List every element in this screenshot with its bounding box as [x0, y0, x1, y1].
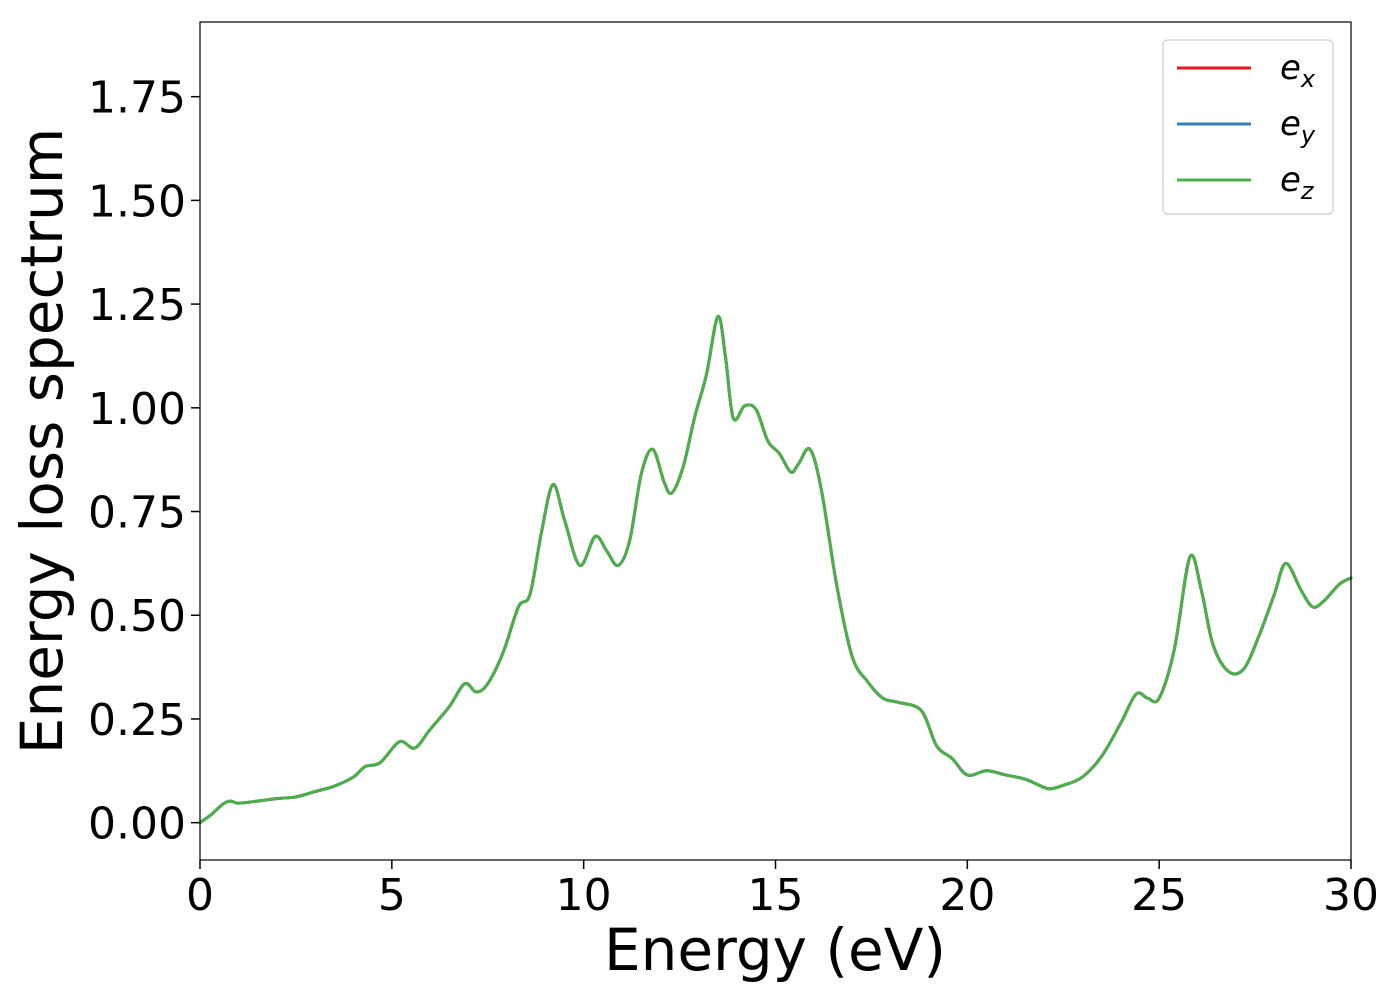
x-tick-label: 15: [748, 870, 804, 921]
y-tick-label: 1.50: [88, 176, 186, 227]
x-tick-label: 0: [186, 870, 214, 921]
ticks-layer: 0 5 10 15 20 25 30 0.00 0.25 0.50 0.75 1.00 1.25 1.50…: [88, 73, 1379, 921]
x-axis-label: Energy (eV): [604, 916, 946, 984]
y-tick-label: 0.00: [88, 799, 186, 850]
y-tick-label: 0.25: [88, 695, 186, 746]
y-axis-label: Energy loss spectrum: [8, 128, 76, 754]
series-layer: [198, 315, 1353, 825]
x-tick-label: 5: [378, 870, 406, 921]
x-tick-label: 25: [1131, 870, 1187, 921]
y-tick-label: 0.50: [88, 591, 186, 642]
y-tick-label: 0.75: [88, 488, 186, 539]
x-tick-label: 30: [1323, 870, 1379, 921]
y-tick-label: 1.75: [88, 73, 186, 124]
x-tick-label: 10: [556, 870, 612, 921]
series-line-z: [198, 315, 1353, 825]
x-tick-label: 20: [939, 870, 995, 921]
y-tick-label: 1.25: [88, 280, 186, 331]
y-tick-label: 1.00: [88, 384, 186, 435]
legend-box: [1162, 39, 1334, 215]
